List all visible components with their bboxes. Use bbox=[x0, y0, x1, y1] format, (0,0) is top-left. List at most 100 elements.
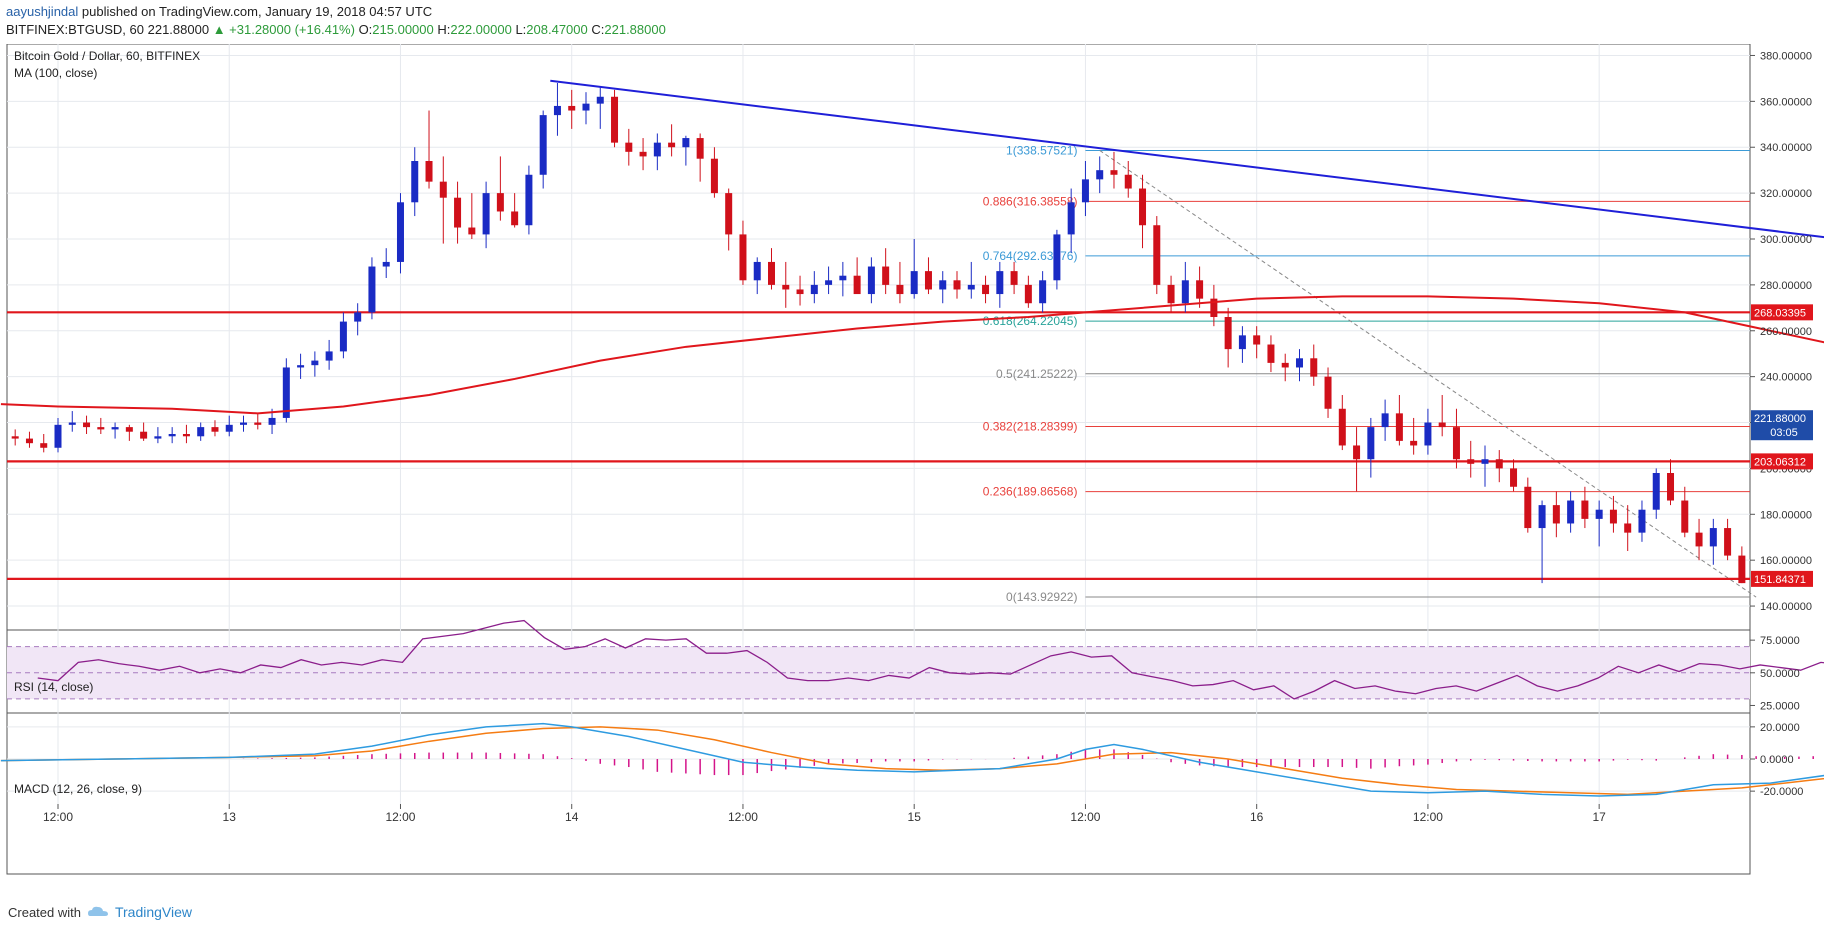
y-tick-label: 320.00000 bbox=[1760, 188, 1812, 200]
candle-body bbox=[254, 422, 262, 425]
x-tick-label: 13 bbox=[223, 810, 237, 824]
candle-body bbox=[668, 142, 676, 148]
y-tick-label: 160.00000 bbox=[1760, 555, 1812, 567]
fib-level-label: 1(338.57521) bbox=[1006, 144, 1077, 158]
change-value: ▲ +31.28000 (+16.41%) bbox=[212, 22, 355, 37]
candle-body bbox=[782, 284, 790, 290]
candle-body bbox=[1495, 459, 1503, 469]
open-value: 215.00000 bbox=[372, 22, 434, 37]
candle-body bbox=[1395, 413, 1403, 441]
candle-body bbox=[967, 284, 975, 290]
candle-body bbox=[1039, 280, 1047, 304]
candle-body bbox=[1181, 280, 1189, 304]
candle-body bbox=[1338, 408, 1346, 446]
macd-tick-label: 0.0000 bbox=[1760, 754, 1794, 766]
candle-body bbox=[1281, 362, 1289, 368]
candle-body bbox=[1324, 376, 1332, 409]
candle-body bbox=[1224, 317, 1232, 350]
macd-line bbox=[0, 722, 1824, 797]
candle-body bbox=[553, 105, 561, 116]
x-tick-label: 12:00 bbox=[385, 810, 415, 824]
candle-body bbox=[1267, 344, 1275, 363]
fib-diagonal-line bbox=[1099, 150, 1757, 598]
current-price-tag bbox=[1751, 410, 1813, 441]
chart-frame bbox=[6, 44, 1751, 875]
candle-body bbox=[1353, 445, 1361, 460]
candle-body bbox=[568, 105, 576, 111]
candle-body bbox=[11, 436, 19, 439]
author-link[interactable]: aayushjindal bbox=[6, 4, 79, 19]
y-tick-label: 360.00000 bbox=[1760, 96, 1812, 108]
rsi-tick-label: 75.0000 bbox=[1760, 635, 1800, 647]
candle-body bbox=[282, 367, 290, 418]
candle-body bbox=[1481, 459, 1489, 464]
candle-body bbox=[1652, 473, 1660, 510]
candle-body bbox=[511, 211, 519, 226]
chart-header: aayushjindal published on TradingView.co… bbox=[0, 0, 1824, 44]
candle-body bbox=[182, 434, 190, 437]
support-price-tag bbox=[1751, 304, 1813, 321]
candle-body bbox=[539, 115, 547, 175]
publish-line: aayushjindal published on TradingView.co… bbox=[6, 4, 432, 19]
candle-body bbox=[1139, 188, 1147, 226]
signal-line bbox=[0, 726, 1824, 796]
candle-body bbox=[240, 422, 248, 425]
fib-level-label: 0(143.92922) bbox=[1006, 590, 1077, 604]
chart-canvas[interactable]: 1(338.57521) 0.886(316.38558) 0.764(292.63… bbox=[0, 44, 1824, 904]
candle-body bbox=[311, 360, 319, 366]
support-price-label: 203.06312 bbox=[1754, 456, 1806, 468]
candle-body bbox=[696, 138, 704, 159]
current-price-label: 221.88000 bbox=[1754, 413, 1806, 425]
candle-body bbox=[40, 443, 48, 448]
candle-body bbox=[211, 427, 219, 432]
candle-body bbox=[825, 280, 833, 285]
candle-body bbox=[83, 422, 91, 428]
candle-body bbox=[853, 275, 861, 295]
x-tick-label: 12:00 bbox=[1070, 810, 1100, 824]
publish-text: published on TradingView.com, January 19… bbox=[78, 4, 433, 19]
macd-title: MACD (12, 26, close, 9) bbox=[14, 782, 142, 796]
created-with-text: Created with bbox=[8, 904, 81, 920]
candle-body bbox=[1024, 284, 1032, 304]
macd-pane[interactable] bbox=[0, 722, 1824, 797]
candle-body bbox=[125, 427, 133, 432]
axes: 12:00 13 12:00 14 12:00 15 12:00 16 12:00 17 380.0… bbox=[43, 50, 1813, 824]
candle-body bbox=[325, 351, 333, 361]
low-value: 208.47000 bbox=[526, 22, 588, 37]
candle-body bbox=[297, 365, 305, 368]
candle-body bbox=[1381, 413, 1389, 428]
tradingview-cloud-icon bbox=[87, 906, 108, 916]
price-pane[interactable]: 1(338.57521) 0.886(316.38558) 0.764(292.63… bbox=[0, 79, 1824, 604]
grid-lines bbox=[7, 44, 1750, 804]
candle-body bbox=[1238, 335, 1246, 350]
candle-body bbox=[596, 96, 604, 104]
candle-body bbox=[625, 142, 633, 152]
close-value: 221.88000 bbox=[604, 22, 666, 37]
candle-body bbox=[1295, 358, 1303, 368]
candle-body bbox=[768, 261, 775, 285]
candle-body bbox=[1067, 202, 1075, 235]
candle-body bbox=[796, 289, 804, 295]
candle-body bbox=[454, 197, 462, 228]
candle-body bbox=[1438, 422, 1446, 428]
y-tick-label: 280.00000 bbox=[1760, 280, 1812, 292]
fib-level-label: 0.236(189.86568) bbox=[983, 485, 1078, 499]
candle-body bbox=[1609, 509, 1617, 524]
candle-body bbox=[653, 142, 661, 157]
candle-body bbox=[1709, 528, 1717, 547]
candle-body bbox=[1552, 505, 1560, 524]
x-tick-label: 16 bbox=[1250, 810, 1264, 824]
candle-body bbox=[525, 174, 533, 226]
candle-body bbox=[1010, 271, 1018, 285]
candle-body bbox=[1524, 486, 1532, 529]
rsi-tick-label: 50.0000 bbox=[1760, 668, 1800, 680]
candle-body bbox=[682, 138, 690, 148]
candle-body bbox=[1452, 427, 1460, 460]
candle-body bbox=[225, 424, 233, 432]
low-label: L: bbox=[515, 22, 527, 37]
x-tick-label: 14 bbox=[565, 810, 579, 824]
tradingview-brand[interactable]: TradingView bbox=[114, 904, 193, 920]
rsi-pane[interactable] bbox=[7, 619, 1824, 700]
candle-body bbox=[1424, 422, 1432, 446]
candle-body bbox=[1638, 509, 1646, 533]
